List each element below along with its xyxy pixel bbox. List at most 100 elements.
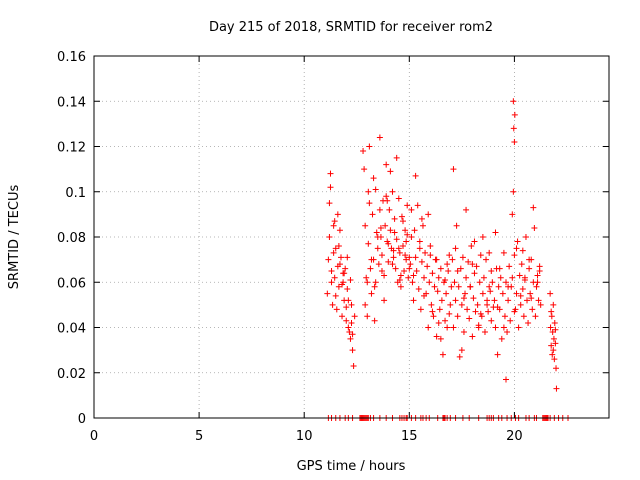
- data-point: [549, 351, 556, 358]
- data-point: [463, 274, 470, 281]
- data-point: [548, 313, 555, 320]
- data-point: [467, 283, 474, 290]
- data-point: [383, 193, 390, 200]
- data-point: [370, 175, 377, 182]
- data-point: [504, 329, 511, 336]
- data-point: [515, 324, 522, 331]
- data-point: [433, 333, 440, 340]
- data-point: [408, 206, 415, 213]
- data-point: [522, 234, 529, 240]
- data-point: [501, 313, 508, 320]
- data-point: [339, 281, 346, 288]
- data-point: [529, 306, 536, 313]
- data-point: [419, 222, 426, 229]
- x-tick-label: 10: [296, 429, 313, 444]
- data-point: [462, 290, 469, 297]
- data-point: [374, 245, 381, 252]
- data-point: [452, 297, 459, 304]
- data-point: [480, 274, 487, 281]
- data-point: [534, 279, 541, 286]
- data-point: [418, 258, 425, 265]
- data-point: [406, 254, 413, 261]
- data-point: [479, 290, 486, 297]
- data-point: [415, 286, 422, 293]
- data-point: [347, 335, 354, 342]
- data-point: [492, 229, 499, 236]
- data-point: [403, 238, 410, 245]
- data-point: [368, 290, 375, 297]
- data-point: [519, 247, 526, 254]
- data-point: [378, 267, 385, 274]
- data-point: [367, 265, 374, 272]
- data-point: [458, 347, 465, 354]
- data-point: [327, 170, 334, 177]
- data-point: [550, 335, 557, 342]
- data-point: [531, 224, 538, 231]
- data-point: [411, 227, 418, 234]
- data-point: [405, 274, 412, 281]
- data-point: [553, 385, 560, 392]
- data-point: [417, 306, 424, 313]
- data-point: [336, 227, 343, 234]
- data-point: [391, 215, 398, 222]
- data-point: [360, 148, 367, 155]
- data-point: [433, 256, 440, 263]
- data-point: [416, 238, 423, 245]
- data-point: [332, 245, 339, 252]
- data-point: [334, 263, 341, 270]
- data-point: [505, 297, 512, 304]
- data-point: [425, 324, 432, 331]
- data-point: [365, 188, 372, 195]
- data-point: [442, 317, 449, 324]
- data-point: [489, 279, 496, 286]
- data-point: [346, 329, 353, 336]
- data-point: [536, 267, 543, 274]
- data-point: [371, 283, 378, 290]
- data-point: [459, 254, 466, 261]
- data-point: [408, 234, 415, 240]
- data-point: [372, 279, 379, 286]
- data-point: [458, 301, 465, 308]
- data-point: [477, 310, 484, 317]
- data-point: [548, 342, 555, 349]
- data-point: [400, 218, 406, 225]
- data-point: [519, 286, 526, 293]
- data-point: [348, 319, 355, 326]
- data-point: [395, 245, 402, 252]
- data-point: [361, 166, 368, 173]
- data-point: [452, 245, 459, 252]
- data-point: [427, 243, 434, 250]
- data-point: [340, 270, 347, 277]
- data-point: [330, 222, 337, 229]
- data-points: [324, 98, 572, 421]
- data-point: [349, 347, 356, 354]
- data-point: [495, 283, 502, 290]
- y-tick-label: 0.06: [57, 276, 86, 291]
- data-point: [455, 283, 462, 290]
- data-point: [439, 351, 446, 358]
- data-point: [364, 279, 371, 286]
- data-point: [451, 279, 458, 286]
- data-point: [453, 222, 460, 229]
- data-point: [442, 276, 449, 283]
- data-point: [348, 301, 355, 308]
- data-point: [389, 261, 396, 268]
- data-point: [397, 283, 404, 290]
- y-tick-label: 0.12: [57, 141, 86, 156]
- data-point: [431, 283, 438, 290]
- data-point: [510, 98, 517, 105]
- data-point: [404, 202, 411, 209]
- data-point: [374, 234, 381, 240]
- data-point: [476, 279, 483, 286]
- data-point: [383, 161, 390, 168]
- data-point: [509, 211, 516, 218]
- data-point: [516, 272, 523, 279]
- data-point: [329, 301, 336, 308]
- data-point: [345, 297, 352, 304]
- data-point: [327, 184, 334, 191]
- data-point: [390, 247, 397, 254]
- data-point: [477, 252, 484, 259]
- y-tick-label: 0.02: [57, 367, 86, 382]
- data-point: [534, 272, 541, 279]
- data-point: [510, 125, 517, 132]
